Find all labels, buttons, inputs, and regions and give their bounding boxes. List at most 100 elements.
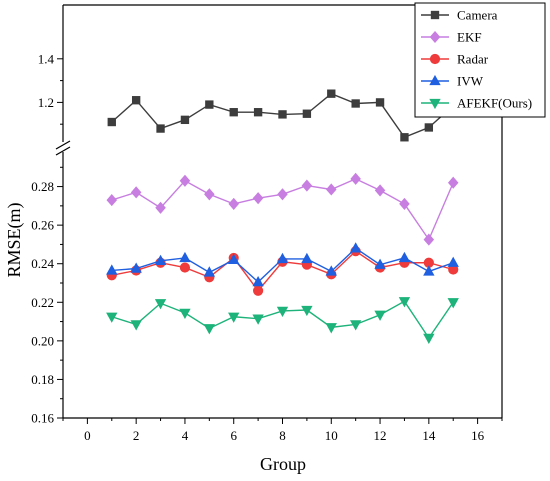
data-point xyxy=(276,252,289,264)
data-point xyxy=(228,197,239,210)
data-point xyxy=(205,100,214,109)
x-axis-title: Group xyxy=(260,454,306,474)
data-point xyxy=(349,242,362,253)
data-point xyxy=(325,323,337,334)
data-point xyxy=(154,254,167,266)
data-point xyxy=(131,96,141,105)
data-point xyxy=(203,266,216,277)
data-point xyxy=(130,186,142,199)
data-point xyxy=(423,333,435,345)
data-point xyxy=(351,99,360,108)
data-point xyxy=(228,312,240,323)
legend-label: IVW xyxy=(457,74,484,89)
y-tick-label: 0.22 xyxy=(31,295,54,310)
series-ekf xyxy=(106,172,459,246)
data-point xyxy=(130,262,142,273)
data-point xyxy=(399,197,410,210)
data-point xyxy=(424,123,434,132)
data-point xyxy=(327,89,336,98)
axes: 0 2 4 6 8 10 12 14 16 0.16 0.18 0.20 0.22 0.24 0.26 0.2… xyxy=(31,4,503,443)
data-point xyxy=(374,258,386,269)
data-point xyxy=(179,262,191,273)
data-point xyxy=(423,233,435,246)
legend-marker xyxy=(430,10,440,20)
data-point xyxy=(374,184,386,197)
x-tick-label: 10 xyxy=(325,428,338,443)
legend-item: Camera xyxy=(421,8,498,23)
data-point xyxy=(276,306,289,318)
data-point xyxy=(106,264,118,275)
data-point xyxy=(107,117,116,127)
data-point xyxy=(301,252,313,264)
legend-item: IVW xyxy=(421,74,484,89)
data-point xyxy=(423,265,435,276)
data-point xyxy=(301,179,313,192)
x-tick-label: 14 xyxy=(422,428,436,443)
x-tick-label: 4 xyxy=(182,428,189,443)
data-point xyxy=(203,324,216,335)
x-tick-label: 16 xyxy=(471,428,485,443)
data-point xyxy=(326,183,337,196)
series-layer xyxy=(106,89,459,345)
x-tick-label: 12 xyxy=(374,428,387,443)
y-tick-label: 0.16 xyxy=(31,411,54,426)
legend: Camera EKF Radar IVW AFEKF(Ours) xyxy=(414,2,546,118)
data-point xyxy=(179,251,191,263)
data-point xyxy=(301,305,313,317)
y-tick-label: 0.18 xyxy=(31,372,54,387)
data-point xyxy=(252,192,264,205)
data-point xyxy=(179,308,191,319)
data-point xyxy=(349,320,362,331)
data-point xyxy=(252,314,264,325)
data-point xyxy=(375,98,385,107)
y-axis-title: RMSE(m) xyxy=(4,202,25,277)
data-point xyxy=(253,285,264,296)
data-point xyxy=(325,265,337,276)
y-tick-label: 0.28 xyxy=(31,179,54,194)
data-point xyxy=(447,298,459,309)
axis-break-gap xyxy=(55,142,71,152)
data-point xyxy=(179,174,191,187)
data-point xyxy=(398,251,411,263)
data-point xyxy=(277,188,288,201)
x-tick-label: 0 xyxy=(84,428,91,443)
y-tick-label: 0.24 xyxy=(31,256,54,271)
series-afekf-ours xyxy=(106,297,459,345)
y-tick-label: 1.2 xyxy=(38,95,54,110)
data-point xyxy=(156,124,165,133)
data-point xyxy=(278,110,287,119)
data-point xyxy=(229,108,238,117)
legend-item: Radar xyxy=(421,52,489,67)
data-point xyxy=(204,188,215,201)
legend-marker xyxy=(429,53,441,65)
x-tick-label: 8 xyxy=(279,428,286,443)
data-point xyxy=(350,172,361,185)
legend-label: EKF xyxy=(457,30,482,45)
legend-label: AFEKF(Ours) xyxy=(457,96,532,111)
x-tick-label: 2 xyxy=(133,428,140,443)
data-point xyxy=(180,115,190,125)
series-ivw xyxy=(106,242,459,287)
data-point xyxy=(228,253,240,265)
legend-label: Camera xyxy=(457,8,498,23)
data-point xyxy=(253,108,263,117)
data-point xyxy=(252,275,264,287)
legend-marker xyxy=(429,74,441,86)
y-tick-label: 1.4 xyxy=(38,51,55,66)
data-point xyxy=(302,109,312,118)
axis-break-mark xyxy=(55,140,71,150)
data-point xyxy=(374,310,386,321)
data-point xyxy=(447,256,459,267)
data-point xyxy=(106,194,118,207)
legend-marker xyxy=(429,30,441,44)
data-point xyxy=(447,176,459,189)
legend-item: AFEKF(Ours) xyxy=(421,96,532,111)
data-point xyxy=(398,297,411,308)
data-point xyxy=(154,299,167,310)
data-point xyxy=(130,320,142,331)
data-point xyxy=(400,133,409,142)
data-point xyxy=(155,201,166,214)
series-camera xyxy=(107,89,458,142)
data-point xyxy=(106,312,118,323)
